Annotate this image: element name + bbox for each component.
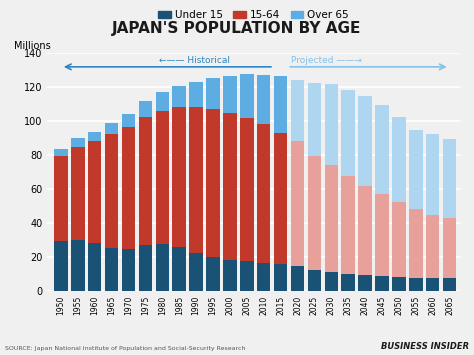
Bar [88, 244, 101, 291]
Bar [291, 267, 304, 291]
Bar [54, 156, 68, 241]
Bar [223, 113, 237, 260]
Bar [341, 90, 355, 176]
Text: Projected ——→: Projected ——→ [291, 56, 362, 65]
Bar [122, 249, 135, 291]
Bar [308, 83, 321, 156]
Bar [173, 247, 186, 291]
Bar [375, 105, 389, 194]
Bar [341, 176, 355, 274]
Bar [409, 278, 423, 291]
Bar [257, 75, 271, 125]
Bar [173, 107, 186, 247]
Text: BUSINESS INSIDER: BUSINESS INSIDER [381, 343, 469, 351]
Text: ←—— Historical: ←—— Historical [159, 56, 230, 65]
Bar [291, 80, 304, 141]
Bar [426, 134, 439, 215]
Text: Millions: Millions [14, 41, 51, 51]
Bar [375, 276, 389, 291]
Bar [223, 260, 237, 291]
Text: SOURCE: Japan National Institute of Population and Social-Security Research: SOURCE: Japan National Institute of Popu… [5, 346, 245, 351]
Bar [443, 278, 456, 291]
Bar [206, 78, 220, 109]
Bar [308, 270, 321, 291]
Bar [105, 123, 118, 133]
Bar [392, 117, 406, 202]
Bar [443, 218, 456, 278]
Bar [443, 139, 456, 218]
Bar [409, 130, 423, 209]
Bar [105, 248, 118, 291]
Bar [274, 133, 287, 264]
Bar [155, 93, 169, 110]
Bar [325, 272, 338, 291]
Bar [122, 114, 135, 127]
Bar [155, 244, 169, 291]
Bar [308, 156, 321, 270]
Bar [291, 141, 304, 267]
Bar [257, 263, 271, 291]
Bar [358, 186, 372, 275]
Legend: Under 15, 15-64, Over 65: Under 15, 15-64, Over 65 [154, 6, 353, 24]
Bar [71, 240, 84, 291]
Bar [274, 264, 287, 291]
Bar [139, 117, 152, 245]
Bar [240, 261, 254, 291]
Bar [190, 253, 203, 291]
Bar [426, 278, 439, 291]
Bar [190, 107, 203, 253]
Bar [409, 209, 423, 278]
Bar [206, 109, 220, 257]
Bar [223, 76, 237, 113]
Bar [426, 215, 439, 278]
Bar [54, 241, 68, 291]
Bar [88, 141, 101, 244]
Bar [392, 277, 406, 291]
Bar [375, 194, 389, 276]
Bar [71, 147, 84, 240]
Bar [240, 75, 254, 118]
Bar [71, 138, 84, 147]
Bar [274, 76, 287, 133]
Bar [257, 125, 271, 263]
Text: JAPAN'S POPULATION BY AGE: JAPAN'S POPULATION BY AGE [112, 21, 362, 36]
Bar [206, 257, 220, 291]
Bar [105, 133, 118, 248]
Bar [139, 245, 152, 291]
Bar [240, 118, 254, 261]
Bar [325, 84, 338, 165]
Bar [88, 132, 101, 141]
Bar [54, 149, 68, 156]
Bar [139, 102, 152, 117]
Bar [358, 275, 372, 291]
Bar [392, 202, 406, 277]
Bar [173, 86, 186, 107]
Bar [341, 274, 355, 291]
Bar [325, 165, 338, 272]
Bar [122, 127, 135, 249]
Bar [190, 82, 203, 107]
Bar [358, 96, 372, 186]
Bar [155, 110, 169, 244]
